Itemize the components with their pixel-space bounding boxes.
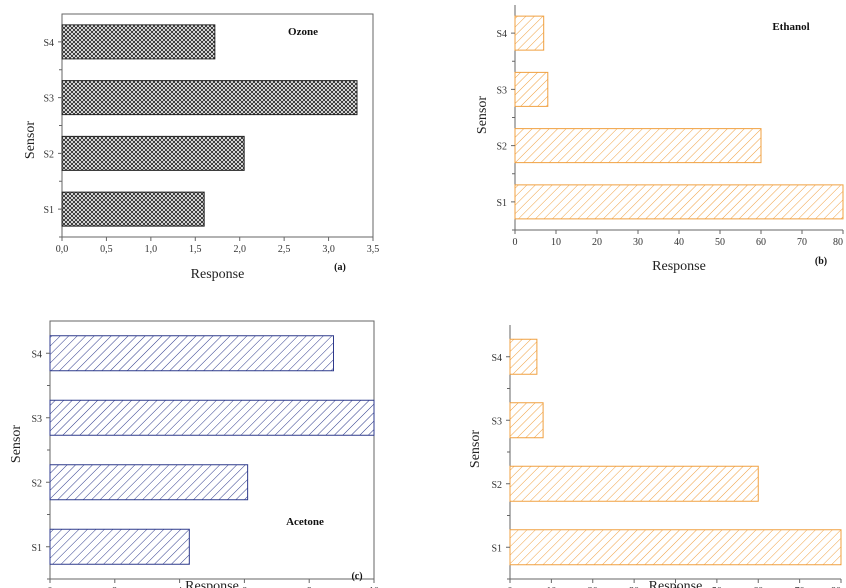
y-tick-label: S2 — [491, 480, 502, 491]
x-tick-label: 2,0 — [233, 244, 246, 255]
bar-s2 — [514, 128, 762, 164]
x-tick-label: 2 — [112, 586, 117, 588]
x-tick-label: 60 — [753, 586, 763, 588]
x-axis-label: Response — [185, 579, 239, 588]
chart-acetone: S1 S2 S3 S4 0 2 4 6 8 10 Response Sensor Acetone (c) — [9, 320, 379, 588]
chart-title: Acetone — [286, 516, 324, 528]
x-axis-label: Response — [652, 259, 706, 274]
x-tick-label: 0,5 — [100, 244, 113, 255]
x-tick-label: 1,5 — [189, 244, 202, 255]
bar-s4 — [514, 15, 545, 51]
y-tick-label: S2 — [43, 149, 54, 160]
x-tick-label: 3,0 — [322, 244, 335, 255]
y-tick-label: S3 — [491, 416, 502, 427]
y-axis-label: Sensor — [23, 121, 38, 159]
bar-s4 — [509, 338, 538, 375]
chart-title: Ozone — [288, 26, 318, 38]
y-tick-label: S1 — [31, 543, 42, 554]
x-tick-label: 80 — [831, 586, 841, 588]
y-axis-label: Sensor — [468, 430, 483, 468]
bar-s1 — [49, 528, 190, 565]
y-tick-label: S4 — [43, 38, 54, 49]
bar-s3 — [61, 80, 358, 116]
x-tick-label: 10 — [551, 237, 561, 248]
bar-s2 — [49, 464, 249, 501]
chart-title: Ethanol — [772, 21, 809, 33]
x-tick-label: 10 — [369, 586, 379, 588]
x-tick-label: 30 — [633, 237, 643, 248]
x-tick-label: 40 — [671, 586, 681, 588]
x-tick-label: 40 — [674, 237, 684, 248]
x-tick-label: 0 — [513, 237, 518, 248]
x-tick-label: 60 — [756, 237, 766, 248]
panel-label: (c) — [351, 571, 362, 582]
bar-s3 — [49, 399, 375, 436]
y-tick-label: S3 — [31, 414, 42, 425]
x-tick-label: 80 — [833, 237, 843, 248]
panel-label: (b) — [815, 256, 827, 267]
bar-s1 — [61, 191, 205, 227]
bar-s3 — [509, 402, 544, 439]
y-axis-label: Sensor — [475, 96, 490, 134]
bar-s1 — [514, 184, 844, 220]
x-tick-label: 0,0 — [56, 244, 69, 255]
bar-s2 — [509, 465, 759, 502]
panel-label: (a) — [334, 262, 346, 273]
bar-s4 — [61, 24, 216, 60]
y-tick-label: S1 — [43, 205, 54, 216]
x-axis-label: Response — [191, 267, 245, 282]
x-tick-label: 8 — [307, 586, 312, 588]
x-tick-label: 20 — [588, 586, 598, 588]
y-tick-label: S4 — [31, 349, 42, 360]
x-tick-label: 3,5 — [367, 244, 380, 255]
x-tick-label: 10 — [546, 586, 556, 588]
x-tick-label: 70 — [797, 237, 807, 248]
x-tick-label: 6 — [242, 586, 247, 588]
bar-s4 — [49, 335, 334, 372]
y-tick-label: S2 — [31, 478, 42, 489]
x-tick-label: 70 — [795, 586, 805, 588]
y-tick-label: S2 — [496, 142, 507, 153]
x-tick-label: 50 — [712, 586, 722, 588]
x-tick-label: 20 — [592, 237, 602, 248]
y-tick-label: S4 — [496, 29, 507, 40]
x-tick-label: 50 — [715, 237, 725, 248]
x-tick-label: 2,5 — [278, 244, 291, 255]
bar-s2 — [61, 135, 245, 171]
chart-response-d: S1 S2 S3 S4 0 10 20 30 40 50 60 70 80 Response Sensor — [468, 325, 842, 588]
chart-ozone: S1 S2 S3 S4 0,0 0,5 1,0 1,5 2,0 2,5 3,0 3,5 Response… — [23, 13, 380, 282]
bar-s3 — [514, 71, 549, 107]
x-tick-label: 1,0 — [145, 244, 158, 255]
y-tick-label: S3 — [496, 85, 507, 96]
y-axis-label: Sensor — [9, 425, 24, 463]
y-tick-label: S3 — [43, 94, 54, 105]
bar-s1 — [509, 529, 842, 566]
x-tick-label: 30 — [629, 586, 639, 588]
y-tick-label: S1 — [496, 198, 507, 209]
y-tick-label: S1 — [491, 543, 502, 554]
y-tick-label: S4 — [491, 353, 502, 364]
x-axis-label: Response — [649, 579, 703, 588]
x-tick-label: 0 — [48, 586, 53, 588]
x-tick-label: 0 — [508, 586, 513, 588]
x-tick-label: 4 — [177, 586, 182, 588]
chart-ethanol: S1 S2 S3 S4 0 10 20 30 40 50 60 70 80 Response Sensor E… — [475, 5, 844, 274]
